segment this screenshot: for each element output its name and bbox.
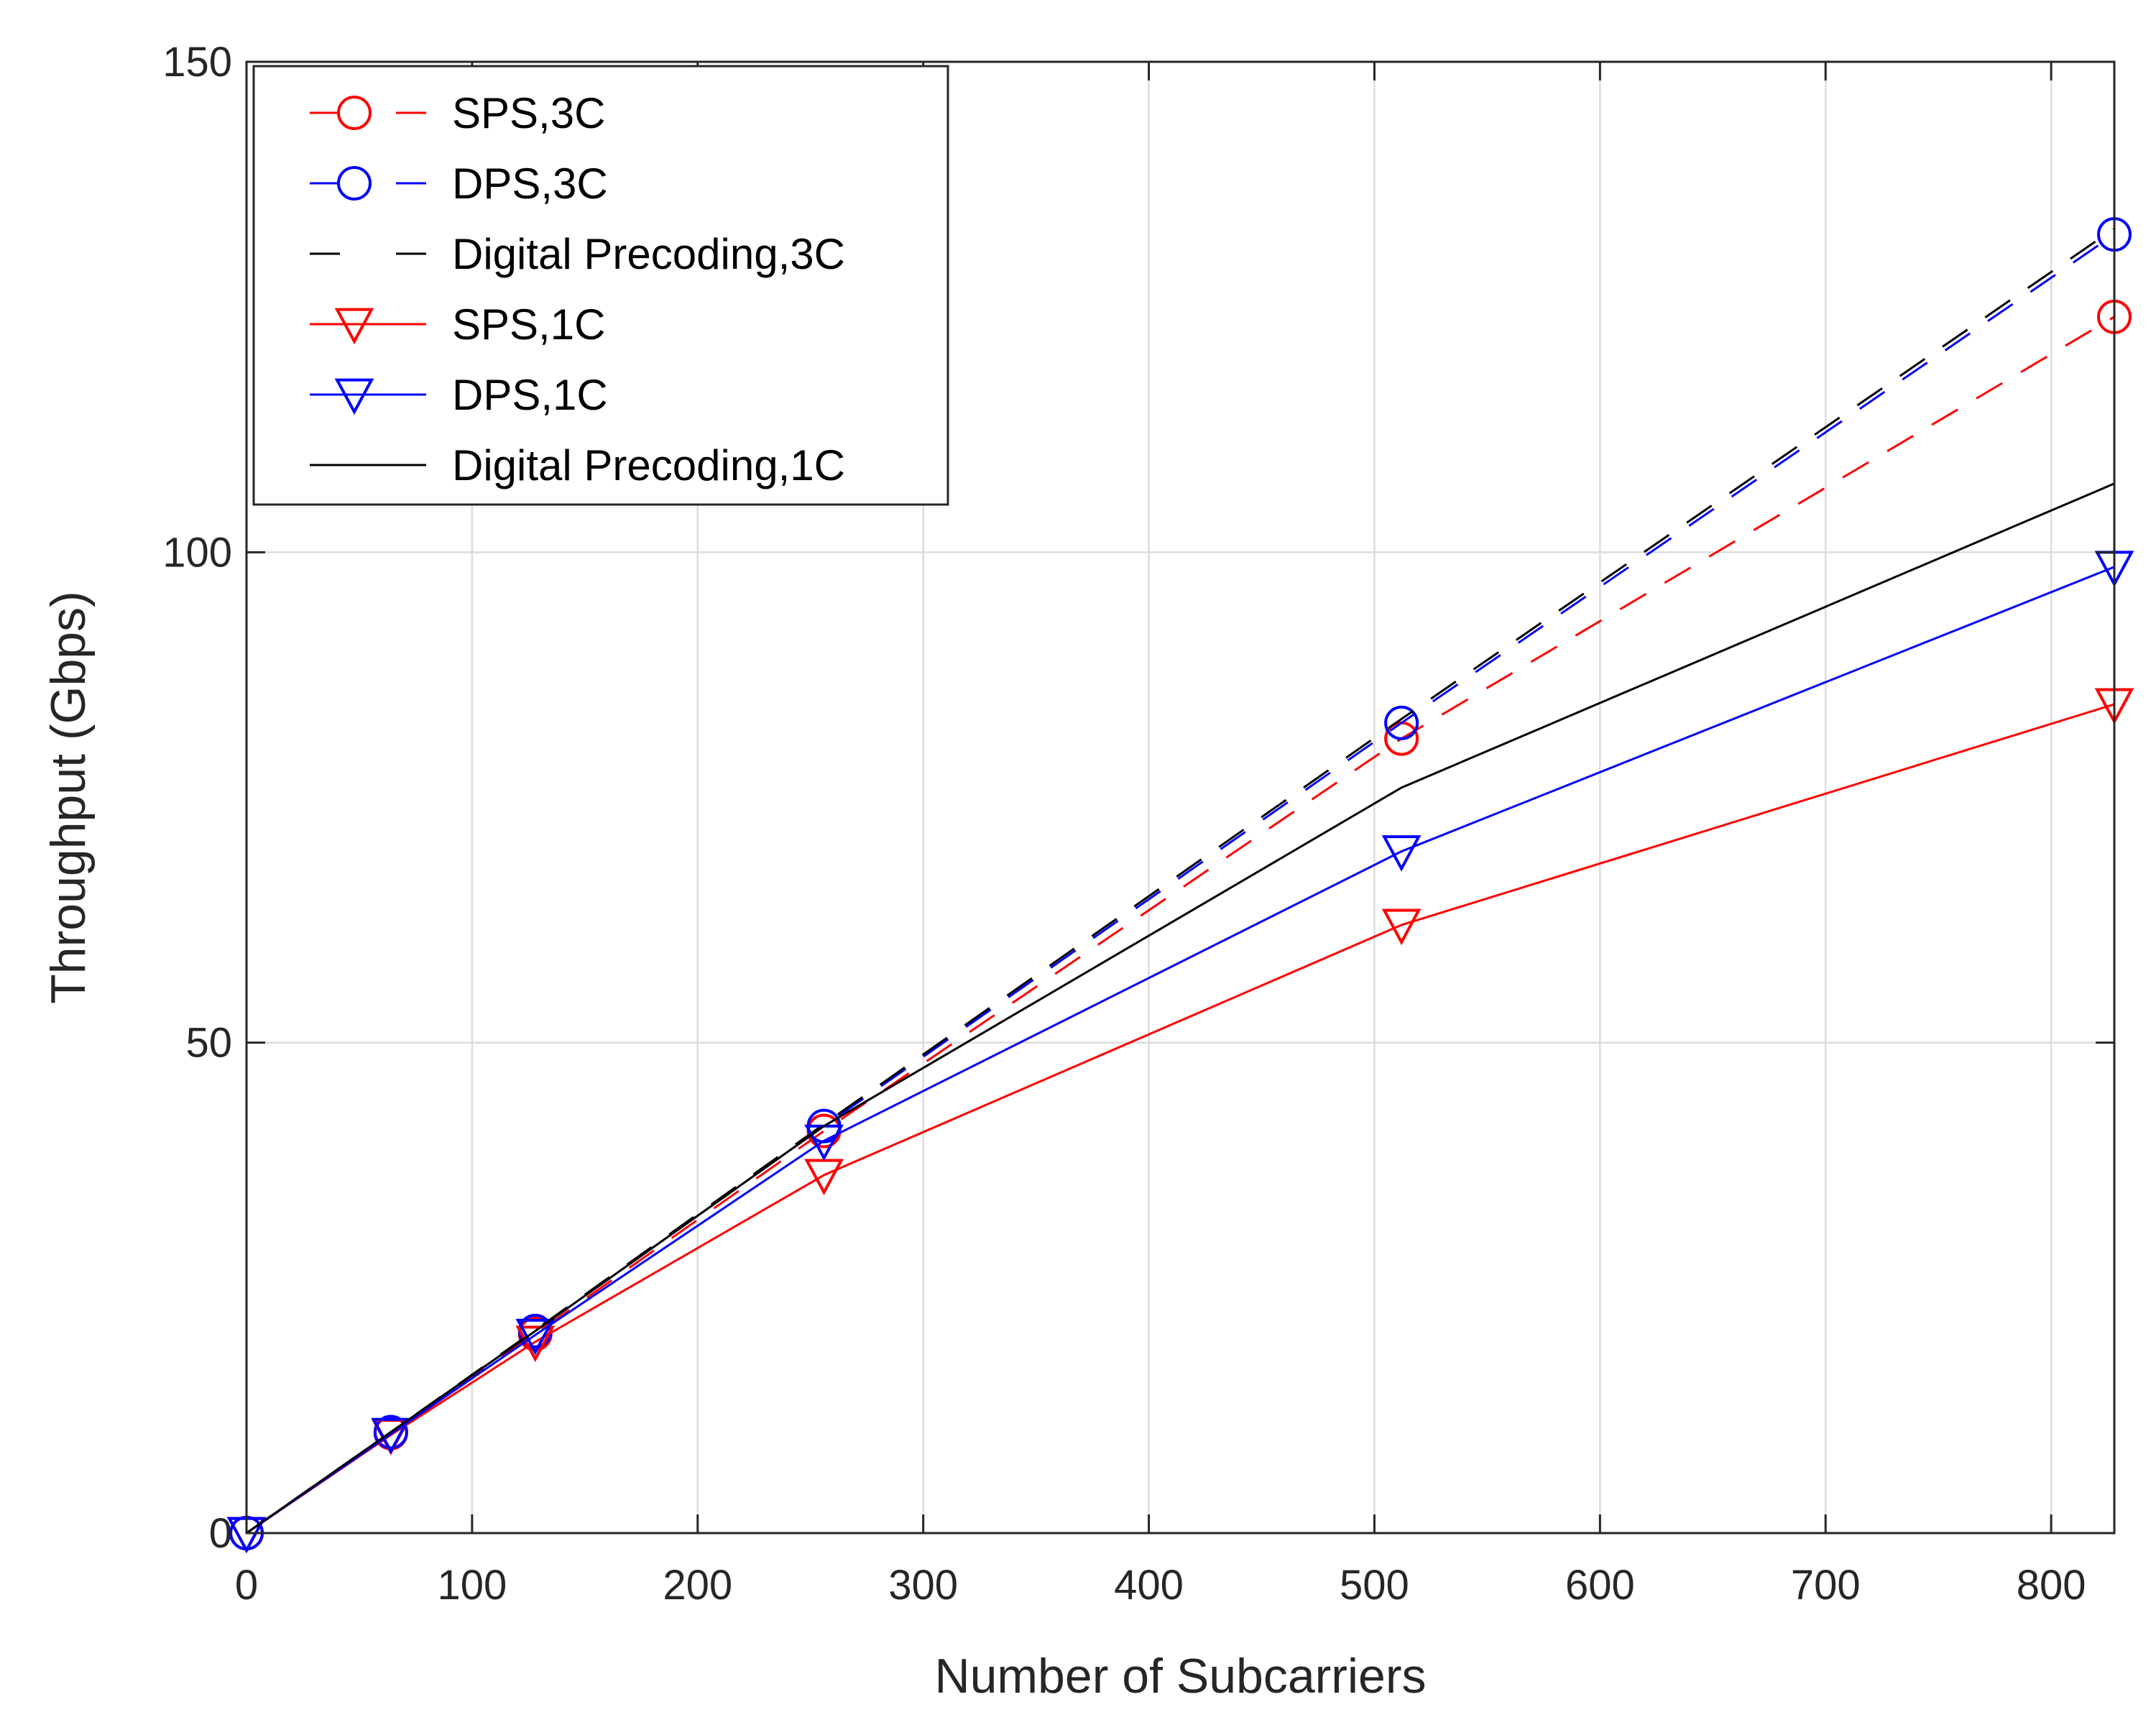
series-line — [246, 482, 2115, 1535]
legend-label: Digital Precoding,3C — [452, 230, 845, 278]
y-axis-label: Throughput (Gbps) — [41, 591, 96, 1004]
legend-entry: DPS,1C — [310, 371, 608, 419]
x-tick-label: 100 — [437, 1562, 507, 1609]
x-tick-label: 0 — [235, 1562, 258, 1609]
tick-labels: 0 100 200 300 400 500 600 700 800 0 50 100 150 — [162, 39, 2086, 1609]
y-tick-label: 150 — [162, 39, 232, 86]
x-tick-label: 600 — [1565, 1562, 1635, 1609]
legend-label: Digital Precoding,1C — [452, 441, 845, 489]
y-tick-label: 100 — [162, 529, 232, 576]
x-tick-label: 700 — [1791, 1562, 1861, 1609]
data-point-circle — [337, 96, 372, 130]
data-point-triangle — [1381, 835, 1422, 872]
x-tick-label: 200 — [663, 1562, 732, 1609]
data-point-triangle — [334, 378, 374, 415]
series-digital-precoding-3c — [246, 227, 2115, 1535]
legend-label: SPS,3C — [452, 89, 605, 137]
legend-entry: SPS,3C — [310, 89, 605, 137]
y-tick-label: 50 — [185, 1020, 232, 1067]
series-line — [246, 227, 2115, 1535]
legend: SPS,3C DPS,3C Digital Precoding,3C SPS,1C DP… — [252, 65, 949, 506]
data-point-triangle — [334, 308, 374, 345]
data-point-circle — [373, 1414, 408, 1450]
legend-box — [252, 65, 949, 506]
x-tick-label: 500 — [1340, 1562, 1409, 1609]
legend-label: DPS,1C — [452, 371, 608, 419]
data-point-triangle — [371, 1417, 411, 1455]
legend-entry: DPS,3C — [310, 160, 608, 208]
data-point-triangle — [515, 1325, 556, 1363]
legend-entry: Digital Precoding,3C — [310, 230, 845, 278]
x-tick-label: 400 — [1114, 1562, 1184, 1609]
data-point-circle — [337, 166, 372, 201]
series-digital-precoding-1c — [246, 482, 2115, 1535]
x-axis-label: Number of Subcarriers — [934, 1649, 1426, 1703]
x-tick-label: 300 — [888, 1562, 958, 1609]
data-point-triangle — [1381, 908, 1422, 946]
data-point-circle — [1384, 705, 1419, 740]
x-tick-label: 800 — [2017, 1562, 2086, 1609]
plot-frame — [245, 60, 2116, 1535]
legend-entry: SPS,1C — [310, 300, 605, 349]
y-tick-label: 0 — [209, 1510, 232, 1557]
legend-label: DPS,3C — [452, 160, 608, 208]
legend-entry: Digital Precoding,1C — [310, 441, 845, 489]
legend-label: SPS,1C — [452, 300, 605, 349]
series-line — [246, 316, 2115, 1535]
series-line — [246, 566, 2115, 1535]
